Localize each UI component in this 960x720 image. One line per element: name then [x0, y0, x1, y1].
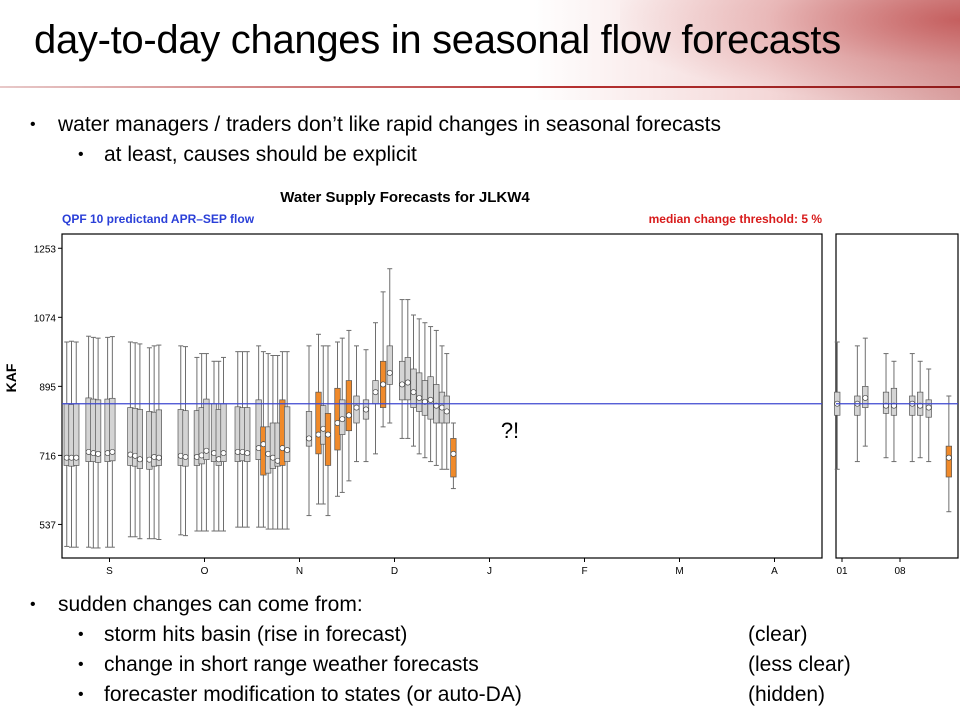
box [945, 445, 952, 478]
median-marker [410, 389, 417, 396]
chart-subtitle-right: median change threshold: 5 % [649, 212, 823, 226]
sub-bullet-item: • at least, causes should be explicit [0, 140, 960, 170]
box [450, 438, 457, 478]
box [410, 368, 417, 408]
header-swoosh [620, 0, 960, 100]
x-tick-label: M [675, 566, 683, 577]
x-tick-label: N [296, 566, 303, 577]
median-marker [109, 448, 116, 455]
median-marker [363, 406, 369, 413]
y-tick-label: 716 [39, 451, 56, 462]
bullet-text: storm hits basin (rise in forecast) [104, 623, 408, 646]
y-tick-label: 1253 [34, 244, 57, 255]
x-tick-label: 01 [836, 566, 848, 577]
header-background [0, 0, 960, 100]
median-marker [925, 404, 932, 411]
median-marker [306, 435, 312, 442]
bottom-bullet-list: • sudden changes can come from: • storm … [0, 590, 960, 710]
box [203, 398, 210, 460]
x-tick-label: A [771, 566, 778, 577]
box [345, 380, 352, 432]
x-tick-label: D [391, 566, 398, 577]
x-tick-label: O [201, 566, 209, 577]
x-tick-label: S [106, 566, 113, 577]
box [324, 413, 332, 466]
x-tick-label: F [581, 566, 587, 577]
median-marker [136, 456, 143, 463]
median-marker [862, 394, 869, 401]
bullet-dot: • [78, 626, 84, 643]
box [155, 409, 162, 466]
median-marker [404, 379, 411, 386]
y-tick-label: 537 [39, 520, 56, 531]
box [421, 380, 428, 416]
bullet-text: water managers / traders don’t like rapi… [58, 113, 722, 136]
plot-frame [61, 233, 823, 559]
box [305, 411, 313, 447]
bullet-dot: • [78, 656, 84, 673]
box [386, 345, 393, 385]
chart-title: Water Supply Forecasts for JLKW4 [280, 189, 530, 206]
bullet-dot: • [78, 686, 84, 703]
bullet-item: • water managers / traders don’t like ra… [0, 110, 960, 140]
title-divider [0, 86, 960, 88]
box [94, 399, 102, 463]
chart-subtitle-left: QPF 10 predictand APR–SEP flow [62, 212, 255, 226]
median-marker [353, 404, 360, 411]
bullet-dot: • [30, 116, 36, 133]
bullet-note: (hidden) [748, 683, 826, 706]
median-marker [427, 396, 434, 403]
bullet-text: forecaster modification to states (or au… [104, 683, 522, 706]
median-marker [416, 394, 423, 401]
box [109, 397, 116, 462]
sub-bullet-item: • change in short range weather forecast… [0, 650, 960, 680]
box [404, 357, 411, 401]
bullet-note: (clear) [748, 623, 808, 646]
median-marker [220, 450, 227, 457]
median-marker [95, 450, 102, 457]
median-marker [945, 454, 952, 461]
box [284, 406, 291, 462]
box [416, 372, 423, 412]
plot-layer: S O N D J F M A 537 716 895 1074 1253 01 08 [34, 233, 959, 577]
slide-title: day-to-day changes in seasonal flow fore… [34, 18, 841, 62]
bullet-text: change in short range weather forecasts [104, 653, 479, 676]
bullet-note: (less clear) [748, 653, 851, 676]
y-tick-label: 1074 [34, 313, 57, 324]
median-marker [450, 450, 457, 457]
median-marker [244, 450, 251, 457]
sub-bullet-item: • forecaster modification to states (or … [0, 680, 960, 710]
box [399, 360, 406, 401]
median-marker [325, 431, 331, 438]
median-marker [386, 369, 393, 376]
forecast-chart: Water Supply Forecasts for JLKW4 QPF 10 … [3, 189, 959, 577]
median-marker [372, 389, 379, 396]
box [136, 409, 143, 469]
median-marker [155, 454, 162, 461]
sub-bullet-item: • storm hits basin (rise in forecast) (c… [0, 620, 960, 650]
bullet-dot: • [78, 146, 84, 163]
box [890, 387, 898, 416]
box [244, 407, 251, 462]
box [182, 410, 189, 467]
bullet-text: at least, causes should be explicit [104, 143, 417, 166]
annotation-label: ?! [501, 418, 519, 443]
median-marker [339, 416, 346, 423]
y-axis-label: KAF [3, 363, 19, 392]
x-tick-label: 08 [894, 566, 906, 577]
median-marker [284, 447, 291, 453]
median-marker [73, 454, 80, 461]
median-marker [203, 447, 210, 454]
top-bullet-list: • water managers / traders don’t like ra… [0, 110, 960, 170]
x-tick-label: J [487, 566, 492, 577]
bullet-text: sudden changes can come from: [58, 593, 363, 616]
median-marker [345, 412, 352, 419]
bullet-dot: • [30, 596, 36, 613]
median-marker [399, 381, 406, 388]
median-marker [380, 381, 387, 388]
median-marker [182, 453, 189, 460]
bullet-item: • sudden changes can come from: [0, 590, 960, 620]
median-marker [443, 408, 450, 415]
y-tick-label: 895 [39, 382, 56, 393]
